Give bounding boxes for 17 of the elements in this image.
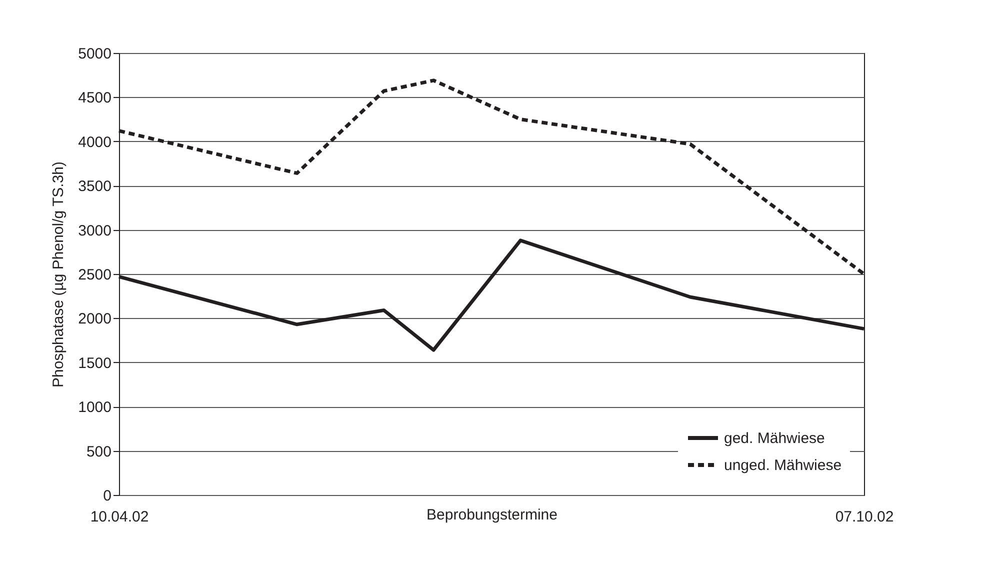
legend-label: unged. Mähwiese xyxy=(724,457,842,474)
x-tick-label: 07.10.02 xyxy=(835,508,894,526)
y-tick-label: 2000 xyxy=(78,310,112,328)
x-axis-title: Beprobungstermine xyxy=(426,506,558,524)
y-tick-label: 0 xyxy=(103,488,112,504)
y-tick-label: 2500 xyxy=(78,266,112,284)
x-tick-label: 10.04.02 xyxy=(90,508,149,526)
y-tick-label: 5000 xyxy=(78,46,112,62)
y-tick-label: 500 xyxy=(86,443,112,460)
y-axis-title: Phosphatase (µg Phenol/g TS.3h) xyxy=(50,161,68,388)
y-tick-label: 3000 xyxy=(78,222,112,240)
y-tick-label: 4500 xyxy=(78,90,112,107)
y-tick-label: 3500 xyxy=(78,178,112,196)
y-tick-label: 4000 xyxy=(78,134,112,151)
legend-label: ged. Mähwiese xyxy=(724,430,825,447)
y-tick-label: 1000 xyxy=(78,399,112,416)
y-tick-label: 1500 xyxy=(78,354,112,372)
